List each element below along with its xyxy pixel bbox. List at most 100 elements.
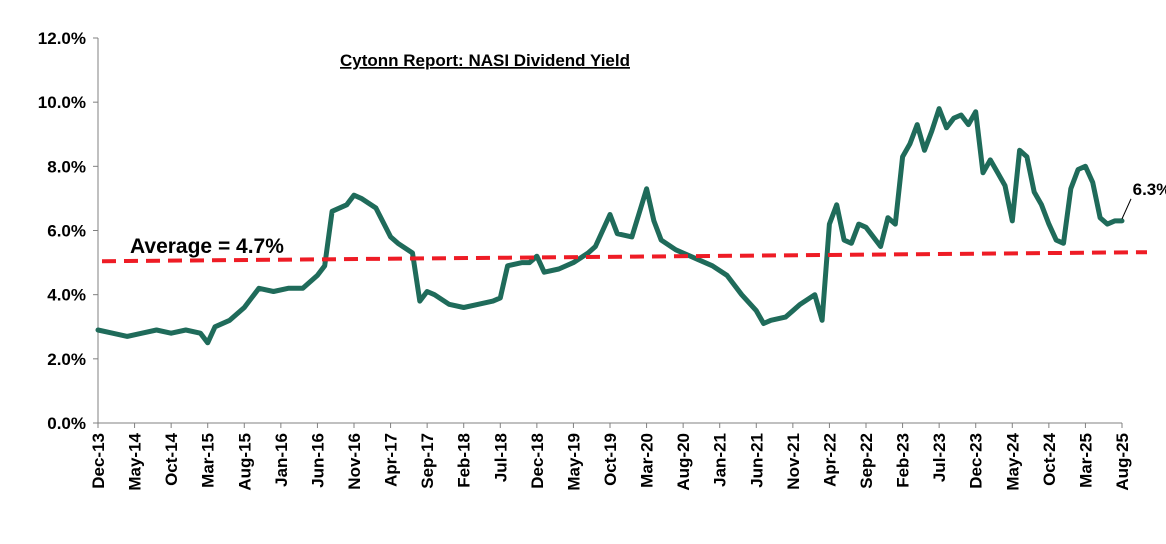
data-point bbox=[258, 287, 260, 289]
data-point bbox=[631, 236, 633, 238]
data-point bbox=[499, 297, 501, 299]
data-point bbox=[741, 294, 743, 296]
data-point bbox=[726, 274, 728, 276]
x-tick-label: Mar-20 bbox=[638, 433, 657, 488]
y-tick-label: 0.0% bbox=[47, 414, 86, 433]
data-point bbox=[609, 214, 611, 215]
data-point bbox=[1055, 239, 1057, 241]
x-tick-label: Dec-18 bbox=[528, 433, 547, 489]
data-point bbox=[967, 124, 969, 126]
data-point bbox=[331, 210, 333, 212]
x-tick-label: Mar-15 bbox=[199, 433, 218, 488]
x-tick-label: Jun-16 bbox=[308, 433, 327, 488]
data-point bbox=[660, 239, 662, 241]
data-point bbox=[397, 242, 399, 244]
data-point bbox=[675, 249, 677, 251]
data-point bbox=[1077, 169, 1079, 170]
data-point bbox=[353, 194, 355, 196]
data-point bbox=[814, 294, 816, 296]
data-point bbox=[360, 197, 362, 199]
data-point bbox=[865, 226, 867, 228]
x-tick-label: Jun-21 bbox=[747, 433, 766, 488]
data-point bbox=[682, 252, 684, 254]
data-point bbox=[997, 172, 999, 174]
last-value-label: 6.3% bbox=[1133, 180, 1166, 199]
data-point bbox=[572, 262, 574, 264]
data-point bbox=[989, 159, 991, 161]
data-point bbox=[375, 207, 377, 209]
data-point bbox=[287, 287, 289, 289]
data-point bbox=[324, 265, 326, 267]
data-point bbox=[492, 300, 494, 302]
data-point bbox=[477, 303, 479, 305]
data-point bbox=[902, 156, 904, 158]
x-tick-label: Feb-23 bbox=[894, 433, 913, 488]
y-tick-label: 12.0% bbox=[38, 29, 86, 48]
data-point bbox=[982, 172, 984, 174]
y-tick-label: 10.0% bbox=[38, 93, 86, 112]
data-point bbox=[828, 223, 830, 225]
x-tick-label: Feb-18 bbox=[455, 433, 474, 488]
data-point bbox=[653, 220, 655, 222]
average-label: Average = 4.7% bbox=[130, 235, 284, 258]
data-point bbox=[112, 332, 114, 334]
x-tick-label: Jan-21 bbox=[711, 433, 730, 487]
data-point bbox=[909, 143, 911, 145]
x-tick-label: Jul-18 bbox=[491, 433, 510, 482]
x-tick-label: Apr-17 bbox=[382, 433, 401, 487]
data-point bbox=[1063, 242, 1064, 244]
data-point bbox=[1121, 220, 1123, 222]
data-point bbox=[1092, 181, 1094, 183]
data-point bbox=[938, 108, 940, 110]
data-point bbox=[1099, 217, 1101, 219]
x-tick-label: Jan-16 bbox=[272, 433, 291, 487]
data-point bbox=[507, 265, 509, 267]
x-tick-label: Oct-19 bbox=[601, 433, 620, 486]
data-point bbox=[207, 342, 209, 344]
data-point bbox=[1041, 204, 1042, 206]
x-tick-label: May-24 bbox=[1003, 432, 1022, 490]
x-tick-label: May-14 bbox=[126, 432, 145, 490]
data-point bbox=[792, 310, 794, 312]
data-point bbox=[243, 307, 245, 308]
data-point bbox=[770, 319, 772, 321]
dividend-yield-line bbox=[95, 106, 1125, 346]
data-point bbox=[1114, 220, 1116, 222]
data-point bbox=[763, 323, 765, 324]
data-point bbox=[302, 287, 304, 289]
data-point bbox=[1084, 165, 1086, 167]
data-point bbox=[521, 262, 523, 264]
data-point bbox=[1019, 149, 1021, 151]
x-tick-label: May-19 bbox=[564, 433, 583, 491]
data-point bbox=[960, 114, 962, 116]
x-tick-label: Jul-23 bbox=[930, 433, 949, 482]
x-axis: Dec-13 May-14 Oct-14 Mar-15 Aug-15 Jan-16 Jun-… bbox=[89, 422, 1132, 491]
data-point bbox=[858, 223, 860, 225]
x-tick-label: Apr-22 bbox=[820, 433, 839, 487]
average-line bbox=[101, 250, 1148, 264]
x-tick-label: Dec-23 bbox=[967, 433, 986, 489]
data-point bbox=[199, 332, 201, 334]
data-point bbox=[463, 307, 465, 308]
data-point bbox=[924, 149, 925, 151]
data-point bbox=[1070, 188, 1072, 190]
data-point bbox=[1004, 185, 1006, 187]
data-point bbox=[273, 291, 274, 292]
data-point bbox=[448, 303, 450, 305]
y-tick-label: 2.0% bbox=[47, 350, 86, 369]
data-point bbox=[711, 265, 713, 267]
data-point bbox=[1048, 223, 1050, 225]
data-point bbox=[697, 258, 699, 260]
data-point bbox=[1033, 191, 1035, 193]
data-point bbox=[836, 204, 838, 206]
data-point bbox=[975, 111, 977, 113]
data-point bbox=[916, 124, 918, 126]
series-layer: 6.3% bbox=[95, 106, 1166, 346]
data-point bbox=[229, 319, 231, 321]
data-point bbox=[434, 294, 435, 296]
x-tick-label: Sep-17 bbox=[418, 433, 437, 489]
x-tick-label: Sep-22 bbox=[857, 433, 876, 489]
x-tick-label: Oct-24 bbox=[1040, 432, 1059, 485]
